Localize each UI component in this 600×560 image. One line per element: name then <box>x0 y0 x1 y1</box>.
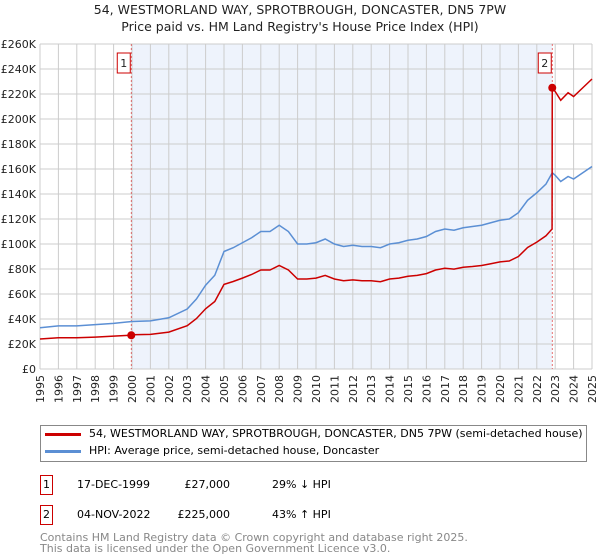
y-tick-label: £40K <box>8 313 37 326</box>
y-tick-label: £20K <box>8 338 37 351</box>
y-tick-label: £100K <box>1 238 37 251</box>
x-tick-label: 2025 <box>586 375 599 403</box>
x-tick-label: 2022 <box>531 375 544 403</box>
sale-label-box <box>116 52 131 74</box>
sale-label-box <box>537 52 552 74</box>
y-tick-label: £80K <box>8 263 37 276</box>
x-tick-label: 2009 <box>292 375 305 403</box>
x-tick-label: 2005 <box>218 375 231 403</box>
chart-title: 54, WESTMORLAND WAY, SPROTBROUGH, DONCAS… <box>93 2 507 17</box>
x-tick-label: 2011 <box>328 375 341 403</box>
sale-badge: 2 <box>40 505 53 525</box>
legend-label-hpi: HPI: Average price, semi-detached house,… <box>89 444 380 457</box>
x-tick-label: 2007 <box>255 375 268 403</box>
sale-point <box>127 331 136 340</box>
x-tick-label: 2010 <box>310 375 323 403</box>
y-tick-label: £200K <box>1 113 37 126</box>
x-tick-label: 2003 <box>181 375 194 403</box>
x-tick-label: 2004 <box>200 375 213 403</box>
series-line-hpi <box>39 165 593 329</box>
x-tick-label: 2023 <box>549 375 562 403</box>
x-tick-label: 2008 <box>273 375 286 403</box>
sale-date: 04-NOV-2022 <box>77 508 151 521</box>
y-tick-label: £0 <box>22 363 36 376</box>
x-tick-label: 2014 <box>384 375 397 403</box>
x-tick-label: 2006 <box>236 375 249 403</box>
sale-hpi-diff: 43% ↑ HPI <box>272 508 331 521</box>
x-tick-label: 2000 <box>126 375 139 403</box>
chart-subtitle: Price paid vs. HM Land Registry's House … <box>121 19 479 34</box>
x-tick-label: 1999 <box>108 375 121 403</box>
x-tick-label: 2020 <box>494 375 507 403</box>
sale-price: £225,000 <box>177 508 231 521</box>
x-tick-label: 1995 <box>34 375 47 403</box>
sale-price: £27,000 <box>184 478 231 491</box>
sale-hpi-diff: 29% ↓ HPI <box>272 478 331 491</box>
sale-date: 17-DEC-1999 <box>77 478 151 491</box>
x-tick-label: 2013 <box>365 375 378 403</box>
y-tick-label: £220K <box>1 88 37 101</box>
x-tick-label: 1998 <box>89 375 102 403</box>
y-tick-label: £240K <box>1 63 37 76</box>
x-tick-label: 1996 <box>52 375 65 403</box>
x-tick-label: 2019 <box>476 375 489 403</box>
x-tick-label: 1997 <box>71 375 84 403</box>
x-tick-label: 2016 <box>420 375 433 403</box>
footer-licence: This data is licensed under the Open Gov… <box>40 542 391 555</box>
sale-point <box>548 83 557 92</box>
legend: 54, WESTMORLAND WAY, SPROTBROUGH, DONCAS… <box>40 425 587 462</box>
x-tick-label: 2021 <box>512 375 525 403</box>
x-tick-label: 2024 <box>568 375 581 403</box>
x-tick-label: 2018 <box>457 375 470 403</box>
y-tick-label: £160K <box>1 163 37 176</box>
y-tick-label: £180K <box>1 138 37 151</box>
sale-badge: 1 <box>40 475 53 495</box>
x-tick-label: 2012 <box>347 375 360 403</box>
x-tick-label: 2017 <box>439 375 452 403</box>
sale-label: 2 <box>541 57 548 70</box>
y-tick-label: £120K <box>1 213 37 226</box>
footer-copyright: Contains HM Land Registry data © Crown c… <box>40 531 468 544</box>
x-tick-label: 2015 <box>402 375 415 403</box>
y-tick-label: £260K <box>1 38 37 51</box>
plot-area: 1995 1996 1997 1998 1999 2000 2001 2002 2003 2004… <box>1 38 599 403</box>
y-tick-label: £60K <box>8 288 37 301</box>
sale-label: 1 <box>120 57 127 70</box>
series-line-price <box>39 78 593 340</box>
legend-swatch-hpi <box>45 450 81 453</box>
x-tick-label: 2002 <box>163 375 176 403</box>
legend-label-price: 54, WESTMORLAND WAY, SPROTBROUGH, DONCAS… <box>89 427 583 440</box>
y-tick-label: £140K <box>1 188 37 201</box>
x-tick-label: 2001 <box>144 375 157 403</box>
legend-swatch-price <box>45 433 81 436</box>
